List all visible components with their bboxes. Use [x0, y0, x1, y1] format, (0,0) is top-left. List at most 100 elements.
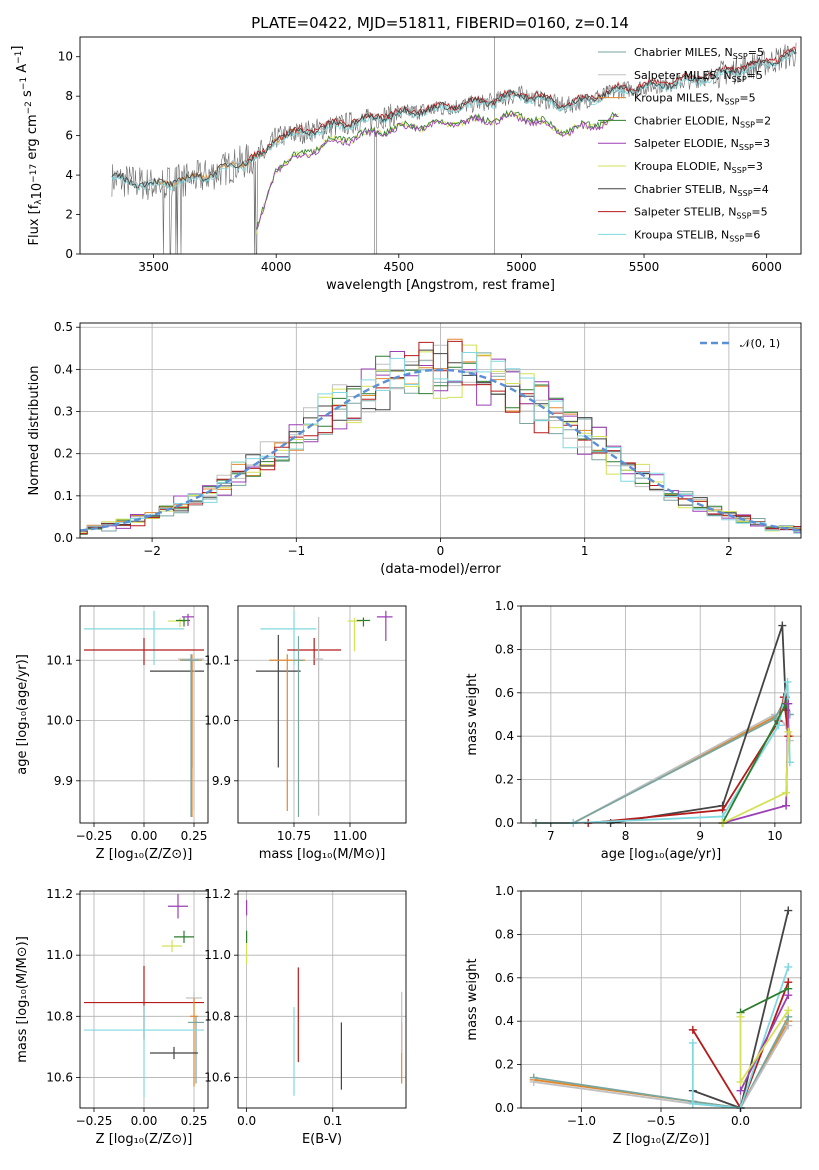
weight-marker: [529, 1077, 538, 1086]
y-tick-label: 0.4: [54, 362, 73, 376]
x-axis-label: E(B-V): [302, 1132, 342, 1147]
y-tick-label: 0.8: [495, 927, 514, 941]
errorbar-point: [287, 637, 342, 666]
x-axis-label: Z [log₁₀(Z/Z⊙)]: [96, 847, 193, 862]
x-tick-label: 1: [581, 544, 589, 558]
y-tick-label: 0.2: [54, 447, 73, 461]
x-axis-label: wavelength [Angstrom, rest frame]: [326, 278, 555, 293]
y-tick-label: 9.9: [54, 774, 73, 788]
y-tick-label: 0.8: [495, 642, 514, 656]
weight-marker: [782, 801, 791, 810]
weight-lines: [531, 621, 794, 827]
errorbar-point: [182, 613, 194, 626]
weight-marker: [784, 1021, 793, 1030]
x-tick-label: 4500: [384, 260, 415, 274]
y-tick-label: 10: [58, 50, 73, 64]
weight-series-line: [691, 966, 790, 1109]
errorbar-point: [168, 618, 186, 628]
weight-marker: [783, 677, 792, 686]
y-tick-label: 0.6: [495, 971, 514, 985]
weight-marker: [778, 621, 787, 630]
weight-marker: [736, 1086, 745, 1095]
weight-marker: [688, 1038, 697, 1047]
x-tick-label: −1: [287, 544, 305, 558]
x-tick-label: 11.00: [333, 829, 367, 843]
y-tick-label: 11.2: [46, 887, 73, 901]
errorbar-point: [84, 637, 204, 666]
errorbar-point: [269, 654, 306, 811]
spectrum-lines: [111, 37, 797, 254]
y-axis-label: mass [log₁₀(M/M⊙)]: [15, 936, 30, 1063]
errorbar-point: [190, 997, 198, 1087]
y-tick-label: 10.1: [204, 653, 231, 667]
errorbar-point: [356, 617, 371, 627]
x-tick-label: 9: [696, 829, 704, 843]
y-tick-label: 11.0: [46, 948, 73, 962]
weight-marker: [785, 710, 794, 719]
model-spectrum-line: [111, 48, 797, 189]
x-axis-label: Z [log₁₀(Z/Z⊙)]: [96, 1132, 193, 1147]
y-tick-label: 11.0: [204, 948, 231, 962]
errorbar-point: [150, 1046, 198, 1060]
weight-series-line: [533, 1016, 790, 1109]
x-tick-label: 5000: [506, 260, 537, 274]
axes-frame: [237, 890, 407, 1109]
weight-marker: [784, 991, 793, 1000]
weight-marker: [688, 1025, 697, 1034]
x-tick-label: −0.5: [646, 1114, 675, 1128]
age-vs-mass-panel: 10.75 11.00 9.9 10.0 10.1 mass [log₁₀(M/M⊙)]: [204, 605, 407, 862]
errorbar-group: [84, 894, 204, 1098]
y-tick-label: 11.2: [204, 887, 231, 901]
errorbar-group: [255, 610, 393, 817]
weight-marker: [782, 788, 791, 797]
x-tick-label: 0.1: [323, 1114, 342, 1128]
errorbar-group: [246, 900, 403, 1096]
x-tick-label: 0.0: [237, 1114, 256, 1128]
weight-series-line: [721, 703, 787, 824]
weight-marker: [784, 699, 793, 708]
y-tick-label: 6: [65, 129, 73, 143]
x-tick-label: 0.25: [181, 829, 208, 843]
errorbar-point: [260, 610, 317, 666]
figure-title: PLATE=0422, MJD=51811, FIBERID=0160, z=0…: [251, 14, 629, 32]
residual-histogram-panel: −2 −1 0 1 2 0.0 0.1 0.2 0.3 0.4 0.5 (data-model)/er…: [27, 320, 802, 577]
x-tick-label: 0: [437, 544, 445, 558]
x-tick-label: 0.25: [181, 1114, 208, 1128]
y-tick-label: 0.1: [54, 489, 73, 503]
residual-histogram: [80, 352, 801, 534]
axes-frame: [237, 605, 407, 824]
model-spectrum-line: [256, 111, 619, 231]
legend-label: Chabrier MILES, NSSP=5: [634, 46, 764, 61]
model-spectrum-line: [256, 109, 619, 230]
y-tick-label: 10.6: [46, 1070, 73, 1084]
y-tick-label: 4: [65, 168, 73, 182]
x-axis-label: (data-model)/error: [380, 562, 501, 577]
x-tick-label: 7: [547, 829, 555, 843]
errorbar-point: [150, 659, 204, 768]
y-tick-label: 0.3: [54, 405, 73, 419]
mass-vs-metallicity-panel: −0.25 0.00 0.25 10.6 10.8 11.0 11.2 Z [log₁₀(Z/…: [15, 887, 209, 1147]
y-tick-label: 1.0: [495, 599, 514, 613]
legend-label: Chabrier STELIB, NSSP=4: [634, 183, 769, 198]
legend-label: Kroupa ELODIE, NSSP=3: [634, 160, 763, 175]
x-tick-label: −0.25: [76, 829, 113, 843]
weight-marker: [688, 1099, 697, 1108]
y-tick-label: 10.6: [204, 1070, 231, 1084]
x-axis-label: Z [log₁₀(Z/Z⊙)]: [613, 1132, 710, 1147]
x-tick-label: 0.00: [131, 829, 158, 843]
y-tick-label: 0: [65, 247, 73, 261]
x-tick-label: 4000: [261, 260, 292, 274]
weight-marker: [736, 1077, 745, 1086]
x-tick-label: 5500: [629, 260, 660, 274]
y-tick-label: 0.4: [495, 1014, 514, 1028]
histogram-group: [80, 338, 801, 535]
y-tick-label: 0.0: [495, 1101, 514, 1115]
x-tick-label: 8: [622, 829, 630, 843]
legend-label: Salpeter ELODIE, NSSP=3: [634, 137, 770, 152]
y-tick-label: 8: [65, 89, 73, 103]
y-tick-label: 10.1: [46, 653, 73, 667]
weight-series-line: [740, 987, 789, 1014]
weight-vs-age-panel: 7 8 9 10 0.0 0.2 0.4 0.6 0.8 1.0 age [log₁₀(age/yr…: [465, 599, 802, 862]
errorbar-point: [84, 1005, 204, 1098]
errorbar-point: [376, 610, 393, 641]
